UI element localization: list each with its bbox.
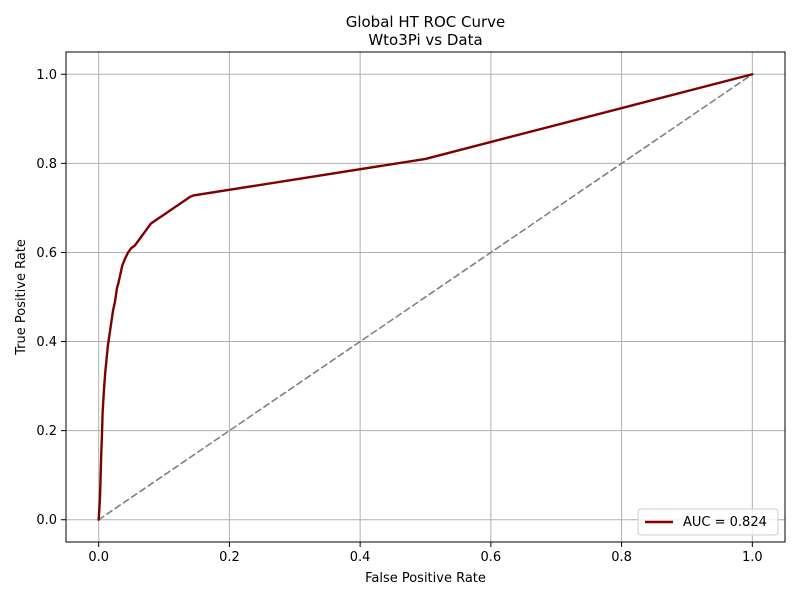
plot-frame — [65, 51, 786, 543]
x-tick-label: 0.6 — [481, 550, 502, 565]
chart-subtitle: Wto3Pi vs Data — [368, 31, 482, 49]
y-axis-label: True Positive Rate — [14, 239, 29, 356]
y-tick-label: 0.6 — [36, 246, 57, 261]
y-tick-label: 0.4 — [36, 335, 57, 350]
roc-curve-line — [97, 73, 754, 521]
y-tick-label: 0.2 — [36, 424, 57, 439]
chance-diagonal-line — [97, 73, 754, 521]
x-tick-label: 0.4 — [350, 550, 371, 565]
grid — [66, 52, 785, 542]
y-tick-label: 0.0 — [36, 513, 57, 528]
legend: AUC = 0.824 — [637, 508, 779, 536]
chart-title: Global HT ROC Curve — [346, 13, 506, 31]
x-tick-label: 1.0 — [742, 550, 763, 565]
x-tick-label: 0.8 — [611, 550, 632, 565]
series-layer — [97, 73, 754, 521]
x-axis-ticks: 0.0 0.2 0.4 0.6 0.8 1.0 — [88, 542, 763, 565]
legend-label: AUC = 0.824 — [683, 515, 767, 530]
legend-box — [637, 508, 779, 536]
y-axis-ticks: 0.0 0.2 0.4 0.6 0.8 1.0 — [36, 68, 66, 528]
y-tick-label: 0.8 — [36, 157, 57, 172]
x-axis-label: False Positive Rate — [365, 571, 486, 586]
x-tick-label: 0.0 — [88, 550, 109, 565]
y-tick-label: 1.0 — [36, 68, 57, 83]
x-tick-label: 0.2 — [219, 550, 240, 565]
